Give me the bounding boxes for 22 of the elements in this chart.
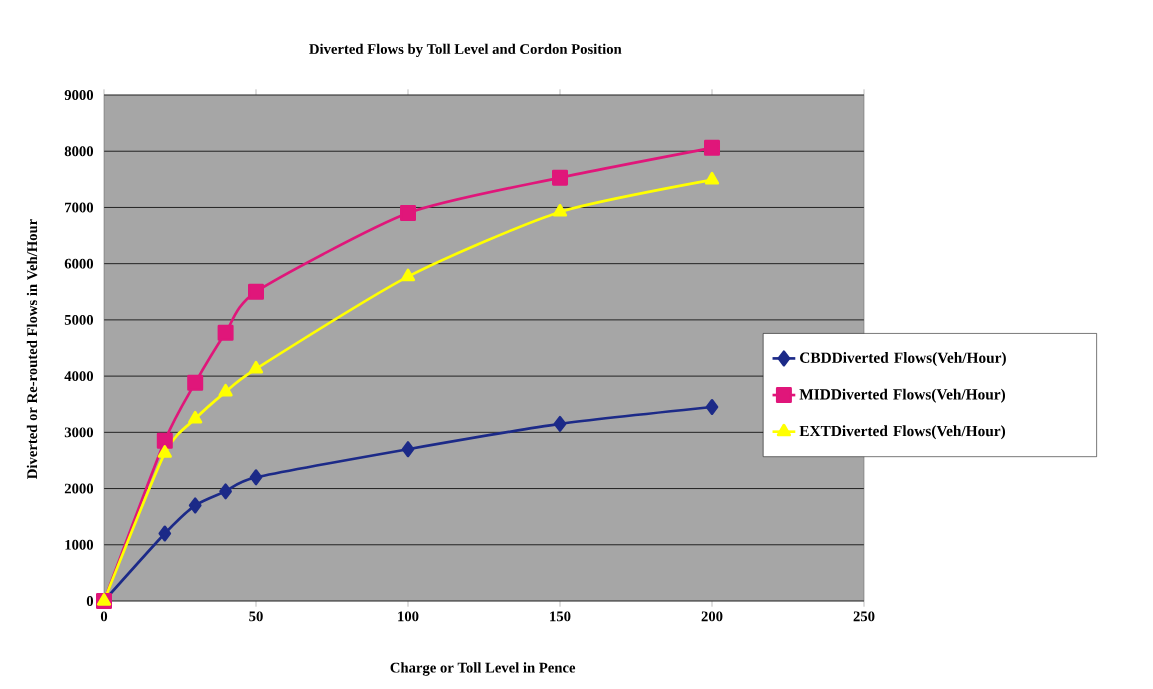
y-tick-label: 1000 [65,539,94,550]
x-tick-label: 100 [398,611,419,622]
legend-label: EXTDiverted Flows(Veh/Hour) [799,425,1006,440]
y-axis-title: Diverted or Re-routed Flows in Veh/Hour [26,219,38,479]
y-tick-label: 0 [86,596,94,606]
x-tick-label: 150 [550,611,571,622]
x-axis-title: Charge or Toll Level in Pence [390,662,576,676]
legend-label: MIDDiverted Flows(Veh/Hour) [799,388,1006,403]
y-tick-label: 4000 [64,371,94,382]
chart-title: Diverted Flows by Toll Level and Cordon Position [309,43,622,57]
x-tick-label: 200 [701,611,723,622]
x-tick-label: 50 [249,611,263,622]
y-tick-label: 8000 [64,146,94,157]
y-tick-label: 6000 [64,258,94,269]
y-tick-label: 5000 [64,314,94,325]
legend-label: CBDDiverted Flows(Veh/Hour) [800,352,1006,366]
y-tick-label: 3000 [64,427,94,438]
y-tick-label: 2000 [64,483,94,494]
y-tick-label: 7000 [65,202,94,213]
x-tick-label: 250 [853,611,875,622]
y-tick-label: 9000 [64,90,94,100]
x-tick-label: 0 [100,611,108,622]
